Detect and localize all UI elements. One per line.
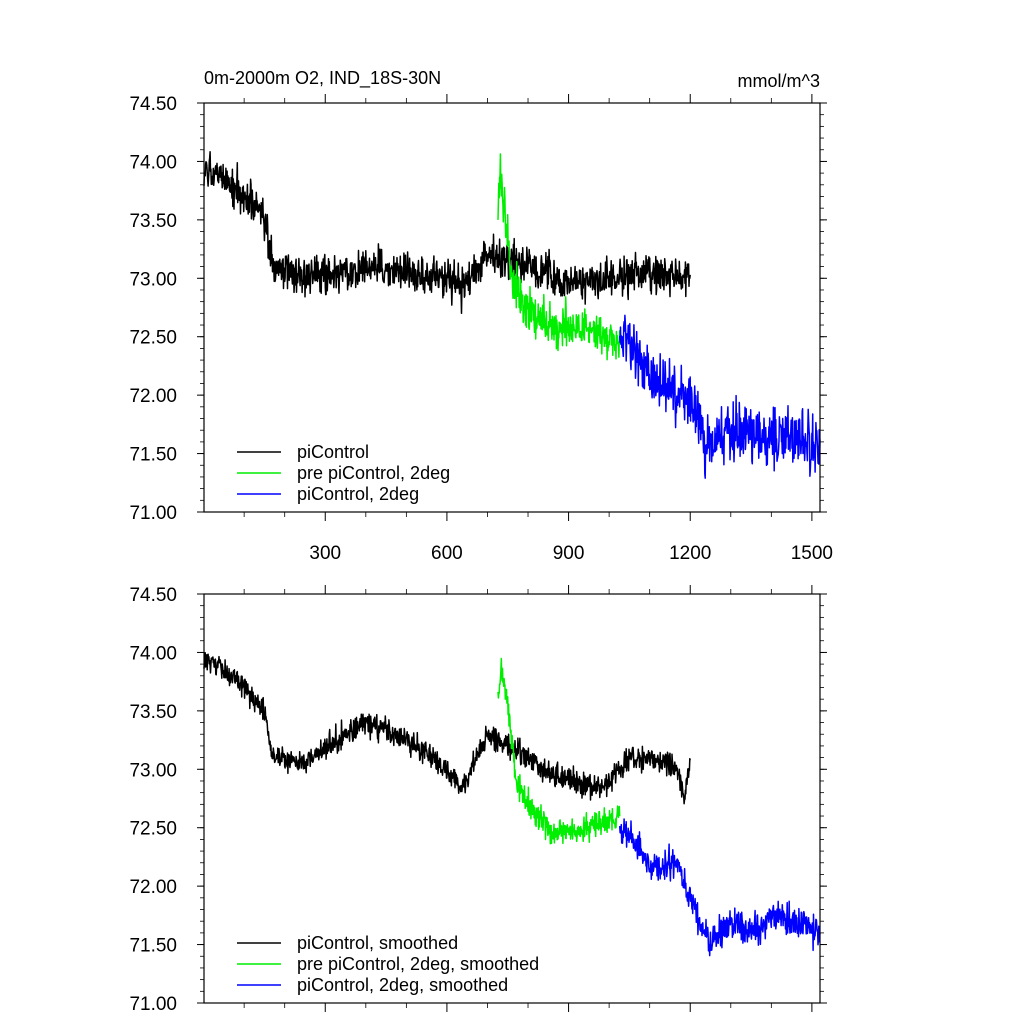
y-tick-label: 72.50 [129, 328, 177, 349]
chart-title: 0m-2000m O2, IND_18S-30N [204, 68, 441, 89]
y-tick-label: 74.50 [129, 585, 177, 606]
legend-label: piControl, 2deg, smoothed [297, 975, 508, 995]
y-tick-label: 73.50 [129, 211, 177, 232]
top-panel: 0m-2000m O2, IND_18S-30N mmol/m^3 71.007… [129, 68, 833, 564]
legend-label: piControl, 2deg [297, 484, 419, 504]
y-tick-label: 71.50 [129, 445, 177, 466]
y-tick-labels: 71.00 71.50 72.00 72.50 73.00 73.50 74.00 74.50 [129, 94, 177, 524]
plot-frame [203, 593, 821, 1004]
series-line-picontrol [203, 151, 691, 315]
x-tick-label: 1500 [791, 543, 833, 564]
y-tick-label: 71.00 [129, 503, 177, 524]
x-tick-label: 1200 [669, 543, 711, 564]
y-tick-label: 74.00 [129, 152, 177, 173]
units-label: mmol/m^3 [738, 71, 820, 91]
x-tick-label: 900 [553, 543, 585, 564]
series-lines [203, 151, 821, 479]
series-line-picontrol-2deg-smoothed [618, 818, 821, 957]
legend-label: piControl [297, 442, 369, 462]
x-tick-label: 600 [431, 543, 463, 564]
x-tick-labels: 300 600 900 1200 1500 [309, 543, 833, 564]
legend-label: pre piControl, 2deg, smoothed [297, 954, 539, 974]
y-tick-label: 72.00 [129, 877, 177, 898]
y-tick-label: 72.50 [129, 819, 177, 840]
axis-ticks [197, 94, 827, 521]
y-tick-label: 73.00 [129, 269, 177, 290]
y-tick-label: 73.00 [129, 760, 177, 781]
series-line-picontrol-2deg [618, 314, 821, 479]
series-line-pre-picontrol-2deg [497, 153, 621, 361]
series-lines [203, 652, 821, 957]
bottom-panel: 71.00 71.50 72.00 72.50 73.00 73.50 74.00 74.50… [129, 585, 827, 1015]
y-tick-label: 71.00 [129, 994, 177, 1015]
y-tick-label: 74.50 [129, 94, 177, 115]
y-tick-label: 72.00 [129, 386, 177, 407]
x-tick-label: 300 [309, 543, 341, 564]
axis-ticks [197, 585, 827, 1012]
plot-frame [203, 102, 821, 513]
y-tick-labels: 71.00 71.50 72.00 72.50 73.00 73.50 74.00 74.50 [129, 585, 177, 1015]
legend-label: piControl, smoothed [297, 933, 458, 953]
y-tick-label: 73.50 [129, 702, 177, 723]
y-tick-label: 74.00 [129, 643, 177, 664]
y-tick-label: 71.50 [129, 936, 177, 957]
series-line-picontrol-smoothed [203, 652, 691, 805]
legend-label: pre piControl, 2deg [297, 463, 450, 483]
series-line-pre-picontrol-2deg-smoothed [497, 657, 621, 845]
